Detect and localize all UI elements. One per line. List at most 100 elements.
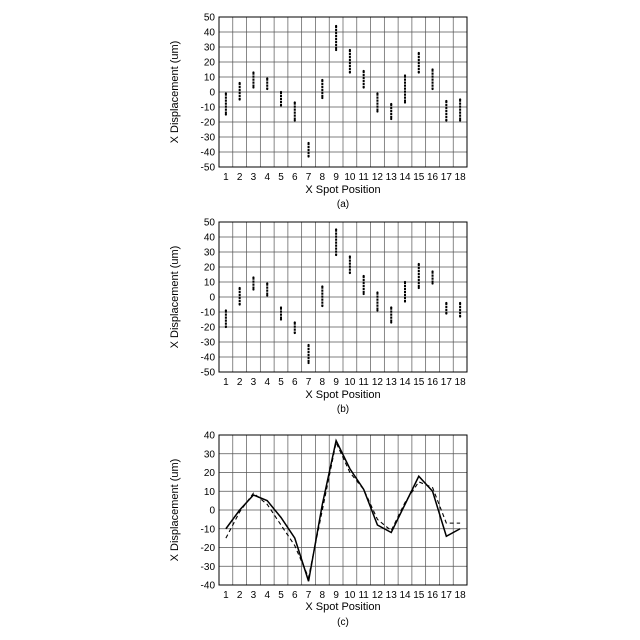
- x-axis-label: X Spot Position: [305, 601, 380, 613]
- y-tick-label: 40: [204, 431, 216, 442]
- x-tick-label: 17: [441, 377, 453, 388]
- y-tick-label: -50: [201, 368, 216, 379]
- data-point: [266, 88, 268, 90]
- x-tick-label: 9: [333, 590, 339, 601]
- y-tick-label: 30: [204, 43, 216, 54]
- y-tick-label: 30: [204, 248, 216, 259]
- x-tick-label: 10: [344, 590, 356, 601]
- x-tick-label: 1: [223, 377, 229, 388]
- data-point: [404, 300, 406, 302]
- data-point: [294, 332, 296, 334]
- x-axis-label: X Spot Position: [305, 184, 380, 196]
- y-tick-label: 50: [204, 218, 216, 229]
- y-tick-label: -20: [201, 118, 216, 129]
- data-point: [363, 70, 365, 72]
- x-tick-label: 15: [413, 590, 425, 601]
- data-point: [404, 281, 406, 283]
- x-tick-label: 16: [427, 377, 439, 388]
- x-tick-label: 15: [413, 377, 425, 388]
- x-tick-label: 4: [264, 377, 270, 388]
- data-point: [349, 272, 351, 274]
- x-tick-label: 13: [386, 590, 398, 601]
- y-tick-label: 40: [204, 28, 216, 39]
- x-tick-label: 13: [386, 377, 398, 388]
- x-tick-label: 11: [358, 172, 369, 183]
- x-tick-label: 13: [386, 172, 398, 183]
- data-point: [418, 287, 420, 289]
- data-point: [445, 302, 447, 304]
- data-point: [418, 52, 420, 54]
- data-point: [390, 306, 392, 308]
- data-point: [363, 275, 365, 277]
- y-tick-label: 0: [209, 506, 215, 517]
- data-point: [321, 97, 323, 99]
- y-axis-label: X Displacement (um): [169, 459, 181, 562]
- y-tick-label: 10: [204, 278, 216, 289]
- x-tick-label: 10: [344, 172, 356, 183]
- x-tick-label: 6: [292, 172, 298, 183]
- x-tick-label: 3: [251, 172, 257, 183]
- data-point: [225, 92, 227, 94]
- x-tick-label: 2: [237, 172, 243, 183]
- x-tick-label: 17: [441, 590, 453, 601]
- y-tick-label: -20: [201, 323, 216, 334]
- data-point: [307, 344, 309, 346]
- y-axis-label: X Displacement (um): [169, 246, 181, 349]
- y-tick-label: 30: [204, 449, 216, 460]
- x-tick-label: 4: [264, 172, 270, 183]
- data-point: [459, 302, 461, 304]
- x-tick-label: 9: [333, 377, 339, 388]
- x-tick-label: 14: [399, 172, 411, 183]
- x-tick-label: 11: [358, 590, 369, 601]
- x-tick-label: 12: [372, 377, 384, 388]
- x-tick-label: 15: [413, 172, 425, 183]
- y-tick-label: -30: [201, 338, 216, 349]
- data-point: [459, 98, 461, 100]
- y-tick-label: 0: [209, 88, 215, 99]
- data-point: [431, 270, 433, 272]
- chart-panel-b: 50403020100-10-20-30-40-5012345678910111…: [169, 218, 467, 416]
- data-point: [459, 119, 461, 121]
- data-point: [376, 110, 378, 112]
- data-point: [225, 326, 227, 328]
- data-point: [445, 119, 447, 121]
- x-tick-label: 1: [223, 590, 229, 601]
- x-tick-label: 1: [223, 172, 229, 183]
- y-tick-label: -50: [201, 163, 216, 174]
- y-tick-label: 20: [204, 58, 216, 69]
- x-tick-label: 8: [320, 172, 326, 183]
- data-point: [321, 305, 323, 307]
- data-point: [445, 312, 447, 314]
- data-point: [321, 79, 323, 81]
- data-point: [376, 92, 378, 94]
- panel-caption: (c): [337, 617, 349, 628]
- y-tick-label: 0: [209, 293, 215, 304]
- data-point: [321, 285, 323, 287]
- data-point: [376, 309, 378, 311]
- chart-panel-a: 50403020100-10-20-30-40-5012345678910111…: [169, 13, 467, 211]
- data-point: [418, 71, 420, 73]
- data-point: [390, 103, 392, 105]
- data-point: [239, 303, 241, 305]
- x-tick-label: 5: [278, 172, 284, 183]
- y-tick-label: -10: [201, 308, 216, 319]
- data-point: [390, 321, 392, 323]
- x-tick-label: 3: [251, 590, 257, 601]
- data-point: [307, 142, 309, 144]
- data-point: [431, 88, 433, 90]
- x-tick-label: 2: [237, 377, 243, 388]
- data-point: [239, 287, 241, 289]
- data-point: [363, 86, 365, 88]
- data-point: [459, 315, 461, 317]
- x-tick-label: 9: [333, 172, 339, 183]
- data-point: [335, 49, 337, 51]
- data-point: [335, 25, 337, 27]
- data-point: [239, 82, 241, 84]
- data-point: [266, 282, 268, 284]
- data-point: [225, 113, 227, 115]
- x-tick-label: 14: [399, 377, 411, 388]
- x-tick-label: 17: [441, 172, 453, 183]
- x-tick-label: 10: [344, 377, 356, 388]
- x-tick-label: 12: [372, 590, 384, 601]
- x-tick-label: 5: [278, 590, 284, 601]
